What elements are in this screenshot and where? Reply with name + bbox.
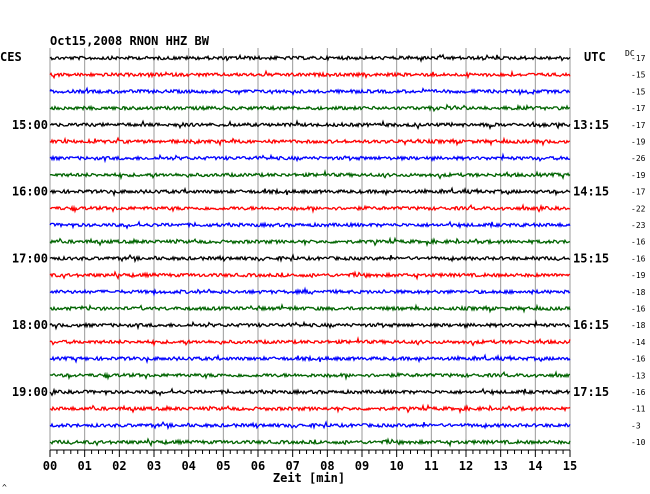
dc-offset-label: -17 <box>631 121 646 130</box>
dc-label: DC <box>625 49 635 58</box>
trace-group <box>49 53 571 448</box>
right-hour-labels: 13:15 14:15 15:15 16:15 17:15 <box>573 118 609 399</box>
dc-offset-label: -17 <box>631 104 646 113</box>
seismic-trace <box>49 86 571 97</box>
x-tick-label: 09 <box>355 459 369 473</box>
right-hour-label: 17:15 <box>573 385 609 399</box>
x-tick-label: 00 <box>43 459 57 473</box>
seismic-trace <box>49 136 571 147</box>
right-hour-label: 15:15 <box>573 251 609 265</box>
seismic-trace <box>49 203 571 214</box>
x-tick-label: 11 <box>424 459 438 473</box>
x-tick-label: 15 <box>563 459 577 473</box>
dc-offset-label: -23 <box>631 221 646 230</box>
dc-offset-label: -16 <box>631 305 646 314</box>
x-axis-label: Zeit [min] <box>273 471 345 485</box>
x-tick-label: 02 <box>112 459 126 473</box>
seismic-trace <box>49 236 571 248</box>
left-hour-label: 19:00 <box>12 385 48 399</box>
seismic-trace <box>49 103 571 113</box>
time-grid <box>49 48 571 450</box>
dc-offset-label: -13 <box>631 371 646 380</box>
seismic-trace <box>49 186 571 198</box>
x-tick-label: 08 <box>320 459 334 473</box>
dc-offset-label: -18 <box>631 321 646 330</box>
right-tz-label: UTC <box>584 50 606 64</box>
right-hour-label: 14:15 <box>573 185 609 199</box>
seismic-trace <box>49 169 571 181</box>
x-tick-label: 10 <box>389 459 403 473</box>
seismic-trace <box>49 253 571 264</box>
seismic-trace <box>49 370 571 381</box>
x-tick-label: 07 <box>285 459 299 473</box>
dc-offset-label: -16 <box>631 355 646 364</box>
dc-offset-label: -17 <box>631 54 646 63</box>
left-tz-label: CES <box>0 50 22 64</box>
seismic-trace <box>49 437 571 448</box>
dc-offset-label: -16 <box>631 254 646 263</box>
left-hour-labels: 15:00 16:00 17:00 18:00 19:00 <box>12 118 48 399</box>
x-tick-label: 13 <box>493 459 507 473</box>
x-tick-label: 03 <box>147 459 161 473</box>
seismic-trace <box>49 69 571 80</box>
x-tick-label: 05 <box>216 459 230 473</box>
x-tick-label: 04 <box>181 459 195 473</box>
dc-offset-label: -19 <box>631 271 646 280</box>
seismic-trace <box>49 53 571 63</box>
dc-offset-label: -3 <box>631 421 641 430</box>
left-hour-label: 17:00 <box>12 251 48 265</box>
dc-offset-label: -10 <box>631 438 646 447</box>
dc-offset-label: -11 <box>631 405 646 414</box>
x-axis: 00 01 02 03 04 05 06 07 08 09 10 11 12 13 14 15 <box>43 449 577 473</box>
x-tick-label: 14 <box>528 459 542 473</box>
left-hour-label: 15:00 <box>12 118 48 132</box>
dc-offset-label: -19 <box>631 171 646 180</box>
seismic-trace <box>49 353 571 365</box>
seismic-trace <box>49 119 571 131</box>
left-hour-label: 16:00 <box>12 185 48 199</box>
right-hour-label: 16:15 <box>573 318 609 332</box>
dc-offset-label: -16 <box>631 388 646 397</box>
x-tick-label: 01 <box>77 459 91 473</box>
seismic-trace <box>49 303 571 314</box>
dc-offset-label: -22 <box>631 204 646 213</box>
seismic-trace <box>49 286 571 297</box>
dc-offset-label: -17 <box>631 188 646 197</box>
seismic-trace <box>49 220 571 230</box>
dc-offset-label: -19 <box>631 138 646 147</box>
dc-offset-label: -14 <box>631 338 646 347</box>
dc-offset-label: -15 <box>631 87 646 96</box>
dc-offset-label: -26 <box>631 154 646 163</box>
dc-offset-label: -16 <box>631 238 646 247</box>
dc-offset-labels: -17 -15 -15 -17 -17 -19 -26 -19 -17 -22 -23 -16 -16 -… <box>631 54 646 447</box>
right-hour-label: 13:15 <box>573 118 609 132</box>
x-tick-label: 06 <box>251 459 265 473</box>
seismic-trace <box>49 403 571 415</box>
seismic-trace <box>49 319 571 331</box>
seismic-trace <box>49 152 571 164</box>
dc-offset-label: -18 <box>631 288 646 297</box>
chart-title: Oct15,2008 RNON HHZ BW <box>50 34 210 48</box>
x-tick-label: 12 <box>459 459 473 473</box>
seismic-trace <box>49 336 571 348</box>
seismic-trace <box>49 420 571 431</box>
left-hour-label: 18:00 <box>12 318 48 332</box>
dc-offset-label: -15 <box>631 71 646 80</box>
corner-mark: ^ <box>2 483 7 492</box>
seismic-trace <box>49 270 571 281</box>
seismic-trace <box>49 387 571 397</box>
